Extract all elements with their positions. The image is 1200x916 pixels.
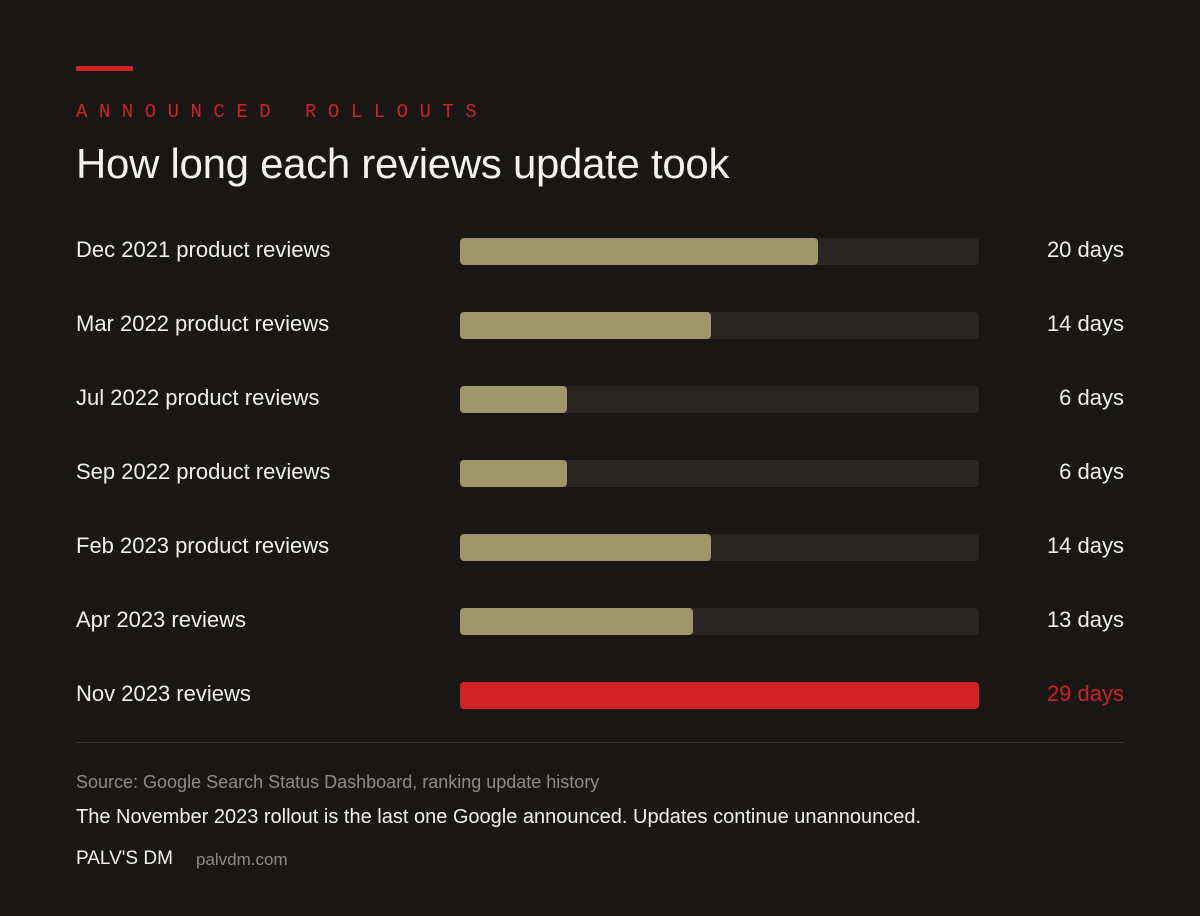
value-label: 6 days bbox=[1059, 459, 1124, 484]
value-label: 6 days bbox=[1059, 385, 1124, 410]
bar bbox=[460, 608, 693, 635]
brand-url: palvdm.com bbox=[196, 850, 288, 869]
bar bbox=[460, 460, 567, 487]
bar bbox=[460, 386, 567, 413]
accent-rule bbox=[76, 66, 133, 71]
chart-title: How long each reviews update took bbox=[76, 140, 730, 187]
brand-name: PALV'S DM bbox=[76, 848, 173, 869]
row-label: Dec 2021 product reviews bbox=[76, 237, 331, 262]
row-label: Apr 2023 reviews bbox=[76, 607, 246, 632]
row-label: Nov 2023 reviews bbox=[76, 681, 251, 706]
row-label: Sep 2022 product reviews bbox=[76, 459, 331, 484]
row-label: Feb 2023 product reviews bbox=[76, 533, 330, 558]
row-label: Mar 2022 product reviews bbox=[76, 311, 330, 336]
bar bbox=[460, 312, 711, 339]
bar-chart: Dec 2021 product reviews 20 days Mar 2022 … bbox=[76, 237, 1124, 709]
source-note: Source: Google Search Status Dashboard, … bbox=[76, 772, 600, 792]
footnote: The November 2023 rollout is the last on… bbox=[76, 806, 922, 828]
value-label: 14 days bbox=[1046, 311, 1124, 336]
bar bbox=[460, 534, 711, 561]
divider bbox=[76, 742, 1124, 743]
value-label: 29 days bbox=[1046, 681, 1124, 706]
value-label: 14 days bbox=[1046, 533, 1124, 558]
row-label: Jul 2022 product reviews bbox=[76, 385, 320, 410]
bar bbox=[460, 682, 979, 709]
value-label: 13 days bbox=[1046, 607, 1124, 632]
bar bbox=[460, 238, 818, 265]
kicker: ANNOUNCED ROLLOUTS bbox=[76, 101, 489, 123]
value-label: 20 days bbox=[1046, 237, 1124, 262]
